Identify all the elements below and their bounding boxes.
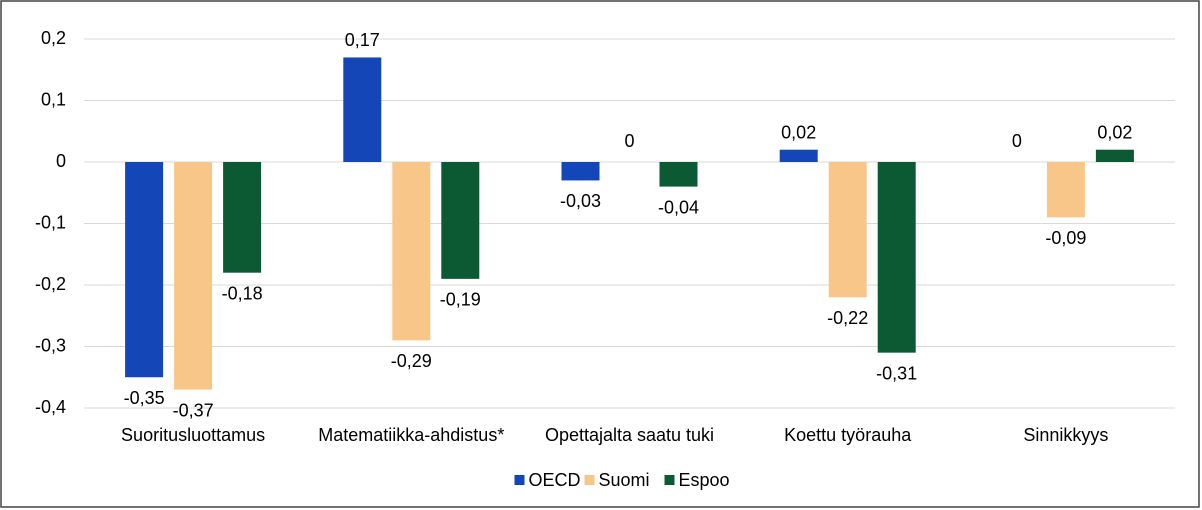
bar bbox=[125, 162, 164, 378]
data-label: -0,03 bbox=[560, 191, 601, 211]
legend-swatch bbox=[584, 475, 595, 485]
data-label: 0 bbox=[624, 131, 634, 151]
data-label: -0,04 bbox=[658, 197, 699, 217]
data-label: -0,37 bbox=[173, 400, 214, 420]
bar bbox=[343, 57, 382, 163]
legend-label: OECD bbox=[529, 470, 581, 490]
bar bbox=[392, 162, 431, 341]
legend-swatch bbox=[664, 475, 675, 485]
y-tick-label: -0,2 bbox=[35, 274, 66, 294]
data-label: 0 bbox=[1012, 131, 1022, 151]
bar bbox=[174, 162, 213, 390]
bar bbox=[1095, 149, 1134, 162]
y-tick-label: 0,1 bbox=[41, 89, 66, 109]
data-label: -0,09 bbox=[1045, 228, 1086, 248]
y-tick-label: -0,1 bbox=[35, 212, 66, 232]
x-tick-label: Koettu työrauha bbox=[784, 425, 912, 445]
bar bbox=[223, 162, 262, 273]
legend-label: Suomi bbox=[599, 470, 650, 490]
legend-swatch bbox=[514, 475, 525, 485]
y-tick-label: 0 bbox=[56, 151, 66, 171]
y-tick-label: -0,4 bbox=[35, 397, 66, 417]
data-label: 0,02 bbox=[1097, 122, 1132, 142]
data-label: -0,31 bbox=[876, 363, 917, 383]
data-label: -0,22 bbox=[827, 308, 868, 328]
x-tick-label: Suoritusluottamus bbox=[121, 425, 265, 445]
x-tick-label: Sinnikkyys bbox=[1023, 425, 1108, 445]
bar bbox=[828, 162, 867, 298]
x-tick-label: Matematiikka-ahdistus* bbox=[318, 425, 504, 445]
data-label: -0,35 bbox=[124, 388, 165, 408]
data-label: 0,17 bbox=[345, 30, 380, 50]
data-label: -0,19 bbox=[440, 290, 481, 310]
x-tick-label: Opettajalta saatu tuki bbox=[545, 425, 714, 445]
y-tick-label: 0,2 bbox=[41, 28, 66, 48]
legend-label: Espoo bbox=[679, 470, 730, 490]
bar bbox=[659, 162, 698, 187]
bar bbox=[1046, 162, 1085, 218]
bar bbox=[877, 162, 916, 353]
y-tick-label: -0,3 bbox=[35, 335, 66, 355]
data-label: 0,02 bbox=[781, 122, 816, 142]
bar bbox=[779, 149, 818, 162]
bar bbox=[441, 162, 480, 279]
data-label: -0,18 bbox=[222, 283, 263, 303]
data-label: -0,29 bbox=[391, 351, 432, 371]
bar bbox=[561, 162, 600, 181]
